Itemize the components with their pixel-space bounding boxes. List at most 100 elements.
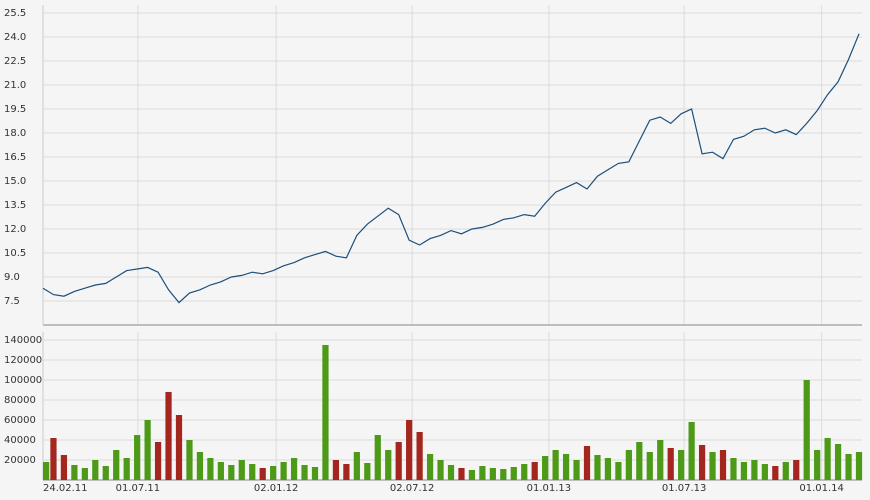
volume-bar [113, 450, 120, 480]
volume-bar [385, 450, 392, 480]
volume-bar [447, 465, 455, 480]
volume-bar [270, 466, 277, 480]
x-tick-label: 01.07.13 [662, 483, 707, 494]
x-tick-label: 01.01.13 [527, 483, 572, 494]
y-tick-label: 7.5 [4, 296, 20, 307]
volume-bar [92, 460, 99, 480]
volume-bar [217, 462, 224, 480]
volume-bar [50, 438, 57, 480]
y-tick-label: 21.0 [4, 80, 26, 91]
volume-bar [521, 464, 528, 480]
volume-bar [782, 462, 789, 480]
volume-bar [301, 465, 308, 480]
volume-bar [845, 454, 852, 480]
volume-bar [374, 435, 381, 480]
volume-bar [678, 450, 685, 480]
y-tick-label: 12.0 [4, 224, 26, 235]
volume-bar [751, 460, 758, 480]
volume-bar [154, 442, 162, 480]
volume-bar [479, 466, 486, 480]
y-tick-label: 19.5 [4, 104, 26, 115]
y-tick-label: 9.0 [4, 272, 20, 283]
volume-bar [259, 468, 266, 480]
volume-bar [834, 444, 842, 480]
volume-bar [426, 454, 434, 480]
y-tick-label: 22.5 [4, 56, 26, 67]
volume-bar [186, 440, 193, 480]
x-tick-label: 02.01.12 [254, 483, 299, 494]
volume-bar [824, 438, 831, 480]
y-tick-label: 24.0 [4, 32, 26, 43]
volume-bar [311, 467, 319, 480]
volume-bar [468, 470, 476, 480]
y-tick-label: 100000 [4, 375, 42, 386]
volume-bar [406, 420, 413, 480]
volume-bar [793, 460, 800, 480]
volume-bar [625, 450, 632, 480]
volume-bar [395, 442, 402, 480]
y-tick-label: 60000 [4, 415, 36, 426]
volume-bar [60, 455, 68, 480]
volume-bar [437, 460, 444, 480]
volume-bar [249, 464, 256, 480]
y-tick-label: 40000 [4, 435, 36, 446]
volume-bar [228, 465, 235, 480]
volume-bar [207, 458, 214, 480]
volume-bar [740, 462, 748, 480]
volume-bar [772, 466, 779, 480]
y-tick-label: 10.5 [4, 248, 26, 259]
volume-bar [416, 432, 423, 480]
volume-bar [280, 462, 287, 480]
volume-bar [238, 460, 245, 480]
y-tick-label: 140000 [4, 335, 42, 346]
y-tick-label: 16.5 [4, 152, 26, 163]
volume-bar [636, 442, 643, 480]
x-tick-label: 24.02.11 [43, 483, 88, 494]
volume-bar [667, 448, 674, 480]
volume-bar [196, 452, 204, 480]
volume-bar [657, 440, 664, 480]
volume-bar [343, 464, 350, 480]
volume-bar [290, 458, 298, 480]
volume-bar [144, 420, 151, 480]
volume-bar [458, 468, 465, 480]
volume-bar [814, 450, 821, 480]
volume-bar [761, 464, 768, 480]
volume-bar [615, 462, 622, 480]
volume-bar [353, 452, 360, 480]
volume-bar [489, 468, 496, 480]
volume-bar [709, 452, 716, 480]
x-tick-label: 01.01.14 [799, 483, 844, 494]
x-tick-label: 01.07.11 [116, 483, 161, 494]
volume-bar [646, 452, 653, 480]
y-tick-label: 18.0 [4, 128, 26, 139]
y-tick-label: 25.5 [4, 8, 26, 19]
volume-bar [583, 446, 591, 480]
y-tick-label: 80000 [4, 395, 36, 406]
price-line [42, 33, 860, 304]
volume-bar [698, 445, 706, 480]
volume-bar [531, 462, 538, 480]
volume-bar [81, 468, 88, 480]
volume-bar [542, 456, 549, 480]
volume-bar [322, 345, 329, 480]
y-tick-label: 13.5 [4, 200, 26, 211]
volume-bar [500, 469, 507, 480]
volume-bar [573, 460, 580, 480]
y-tick-label: 20000 [4, 455, 36, 466]
y-tick-label: 120000 [4, 355, 42, 366]
volume-bar [552, 450, 559, 480]
volume-bar [510, 467, 517, 480]
volume-bar [562, 454, 570, 480]
volume-bar [43, 462, 50, 480]
volume-bar [175, 415, 183, 480]
volume-bar [134, 435, 141, 480]
x-tick-label: 02.07.12 [390, 483, 435, 494]
volume-bar [165, 392, 172, 480]
volume-bar [332, 460, 340, 480]
volume-bar [730, 458, 737, 480]
volume-bar [719, 450, 727, 480]
volume-bar [364, 463, 371, 480]
